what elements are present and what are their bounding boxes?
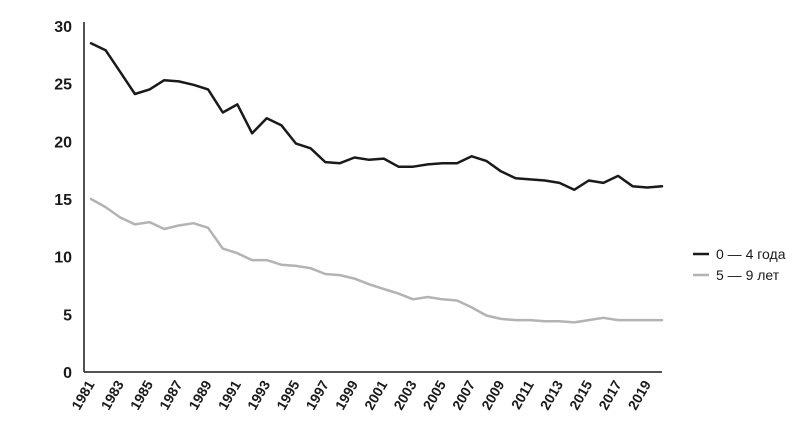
x-tick-label: 2017 <box>595 377 625 412</box>
x-tick-label: 1991 <box>215 377 245 412</box>
x-tick-label: 2009 <box>478 377 508 412</box>
y-tick-label: 5 <box>63 307 72 324</box>
x-tick-label: 1983 <box>97 377 127 412</box>
x-tick-label: 2015 <box>566 377 596 412</box>
x-tick-label: 1981 <box>68 377 98 412</box>
x-tick-label: 1995 <box>273 377 303 412</box>
y-tick-label: 20 <box>54 134 72 151</box>
legend-label-1: 0 — 4 года <box>716 246 786 262</box>
y-tick-label: 10 <box>54 250 72 267</box>
x-tick-label: 2001 <box>361 377 391 412</box>
x-axis-tick-labels: 1981 1983 1985 1987 1989 1991 1993 1995 1997 1999… <box>68 377 654 412</box>
y-tick-label: 15 <box>54 192 72 209</box>
x-tick-label: 2005 <box>420 377 450 412</box>
y-axis-tick-labels: 0 5 10 15 20 25 30 <box>54 19 72 382</box>
x-tick-label: 2007 <box>449 377 479 412</box>
y-tick-label: 0 <box>63 365 72 382</box>
x-tick-label: 2003 <box>390 377 420 412</box>
x-tick-label: 1999 <box>332 377 362 412</box>
x-tick-label: 2013 <box>537 377 567 412</box>
x-tick-label: 1993 <box>244 377 274 412</box>
y-tick-label: 30 <box>54 19 72 36</box>
x-tick-label: 1989 <box>185 377 215 412</box>
series-line-2 <box>89 197 664 324</box>
x-tick-label: 1997 <box>302 377 332 412</box>
x-tick-label: 2019 <box>625 377 655 412</box>
series-lines <box>89 42 664 324</box>
x-tick-label: 1985 <box>127 377 157 412</box>
x-tick-label: 2011 <box>508 377 537 411</box>
legend-label-2: 5 — 9 лет <box>716 267 780 283</box>
y-tick-label: 25 <box>54 77 72 94</box>
series-line-1 <box>89 42 664 192</box>
legend: 0 — 4 года 5 — 9 лет <box>693 246 786 283</box>
x-tick-label: 1987 <box>156 377 186 412</box>
